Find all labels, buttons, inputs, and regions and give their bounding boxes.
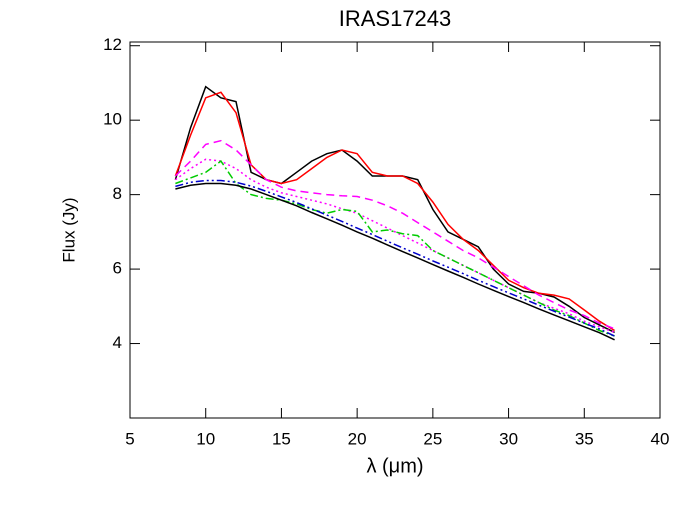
x-tick-label: 15 — [272, 429, 291, 448]
series-line — [175, 179, 615, 337]
x-tick-label: 5 — [125, 429, 134, 448]
x-tick-label: 10 — [196, 429, 215, 448]
plot-frame — [129, 41, 661, 419]
chart-title: IRAS17243 — [339, 6, 452, 31]
x-tick-label: 25 — [423, 429, 442, 448]
series-line — [175, 160, 615, 337]
series-line — [174, 158, 615, 334]
x-tick-label: 35 — [575, 429, 594, 448]
x-tick-label: 30 — [499, 429, 518, 448]
x-tick-label: 40 — [651, 429, 670, 448]
series-line — [174, 139, 615, 330]
x-axis-label: λ (μm) — [366, 455, 423, 477]
y-tick-label: 6 — [113, 259, 122, 278]
series-line — [174, 91, 615, 332]
y-tick-label: 10 — [103, 110, 122, 129]
y-axis-label: Flux (Jy) — [59, 197, 78, 262]
y-tick-label: 8 — [113, 184, 122, 203]
x-tick-label: 20 — [348, 429, 367, 448]
y-tick-label: 4 — [113, 333, 122, 352]
y-tick-label: 12 — [103, 35, 122, 54]
series-line — [175, 182, 615, 341]
